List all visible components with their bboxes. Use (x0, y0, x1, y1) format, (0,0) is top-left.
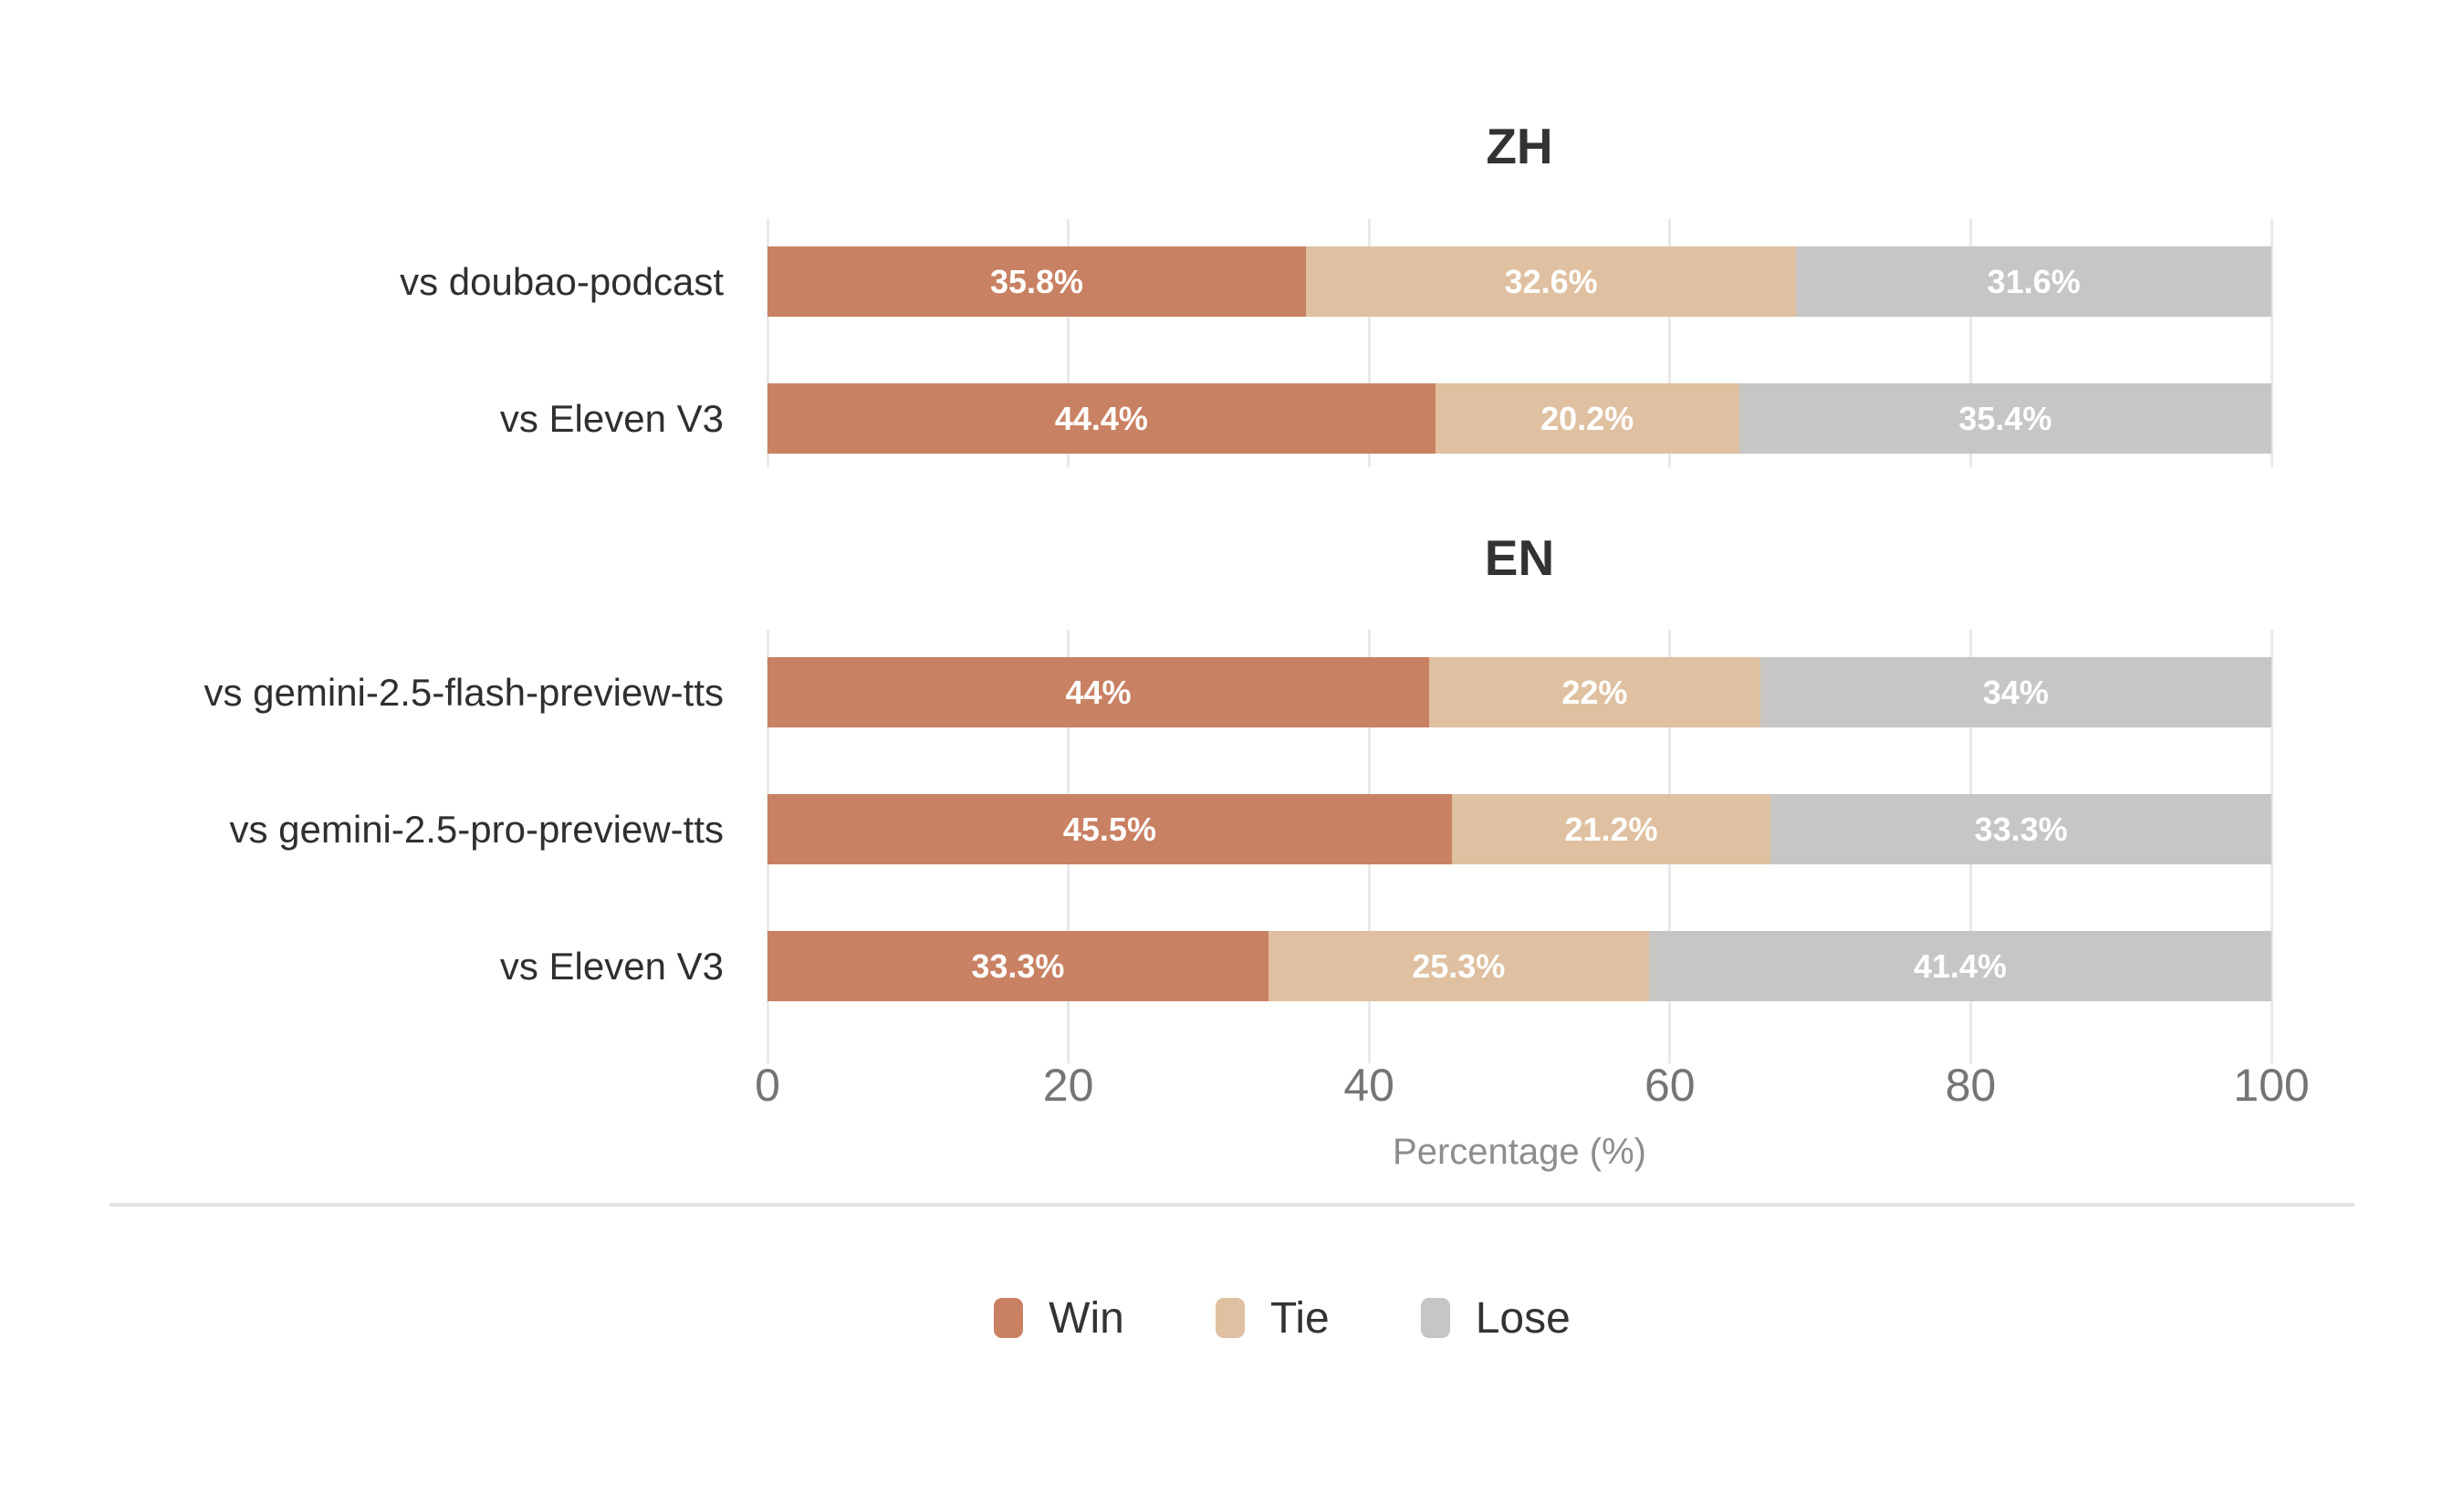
category-label: vs gemini-2.5-flash-preview-tts (204, 670, 724, 714)
legend-swatch-tie (1215, 1298, 1245, 1338)
bar-segment-lose: 41.4% (1648, 931, 2271, 1001)
bar-segment-win: 35.8% (767, 246, 1306, 317)
segment-value-label: 45.5% (1062, 810, 1156, 848)
segment-value-label: 44% (1065, 673, 1132, 711)
segment-value-label: 41.4% (1913, 946, 2007, 985)
bar-row: 44.4% 20.2% 35.4% (767, 383, 2271, 454)
x-tick-label: 100 (2233, 1060, 2310, 1111)
bar-segment-tie: 21.2% (1451, 794, 1771, 864)
bar-segment-tie: 25.3% (1268, 931, 1649, 1001)
group-title-en: EN (1484, 529, 1555, 586)
segment-value-label: 21.2% (1564, 810, 1658, 848)
category-label: vs gemini-2.5-pro-preview-tts (229, 807, 725, 851)
gridline (766, 219, 769, 467)
segment-value-label: 22% (1561, 673, 1628, 711)
bar-segment-lose: 31.6% (1796, 246, 2271, 317)
bar-segment-lose: 33.3% (1770, 794, 2271, 864)
divider-line (110, 1203, 2354, 1207)
bar-segment-win: 44.4% (767, 383, 1436, 454)
segment-value-label: 34% (1982, 673, 2049, 711)
gridline (2270, 630, 2273, 1063)
bar-segment-win: 33.3% (767, 931, 1269, 1001)
x-tick-label: 20 (1042, 1060, 1094, 1111)
bar-row: 33.3% 25.3% 41.4% (767, 931, 2271, 1001)
segment-value-label: 32.6% (1504, 262, 1598, 300)
segment-value-label: 20.2% (1540, 399, 1634, 437)
segment-value-label: 25.3% (1412, 946, 1506, 985)
segment-value-label: 35.8% (989, 262, 1084, 300)
legend-label: Lose (1475, 1293, 1571, 1343)
segment-value-label: 31.6% (1987, 262, 2081, 300)
x-tick-label: 0 (755, 1060, 780, 1111)
category-label: vs Eleven V3 (499, 396, 724, 440)
bar-row: 45.5% 21.2% 33.3% (767, 794, 2271, 864)
bar-segment-win: 45.5% (767, 794, 1452, 864)
legend: Win Tie Lose (50, 1293, 2464, 1344)
x-axis-label: Percentage (%) (1393, 1132, 1646, 1172)
legend-item-win: Win (994, 1293, 1124, 1344)
x-tick-label: 80 (1945, 1060, 1997, 1111)
grid-zh (766, 219, 2273, 467)
category-label: vs doubao-podcast (400, 259, 724, 303)
x-tick-label: 40 (1343, 1060, 1394, 1111)
legend-swatch-win (994, 1298, 1024, 1338)
bar-segment-tie: 22% (1429, 657, 1760, 727)
bar-segment-tie: 32.6% (1305, 246, 1797, 317)
bar-row: 44% 22% 34% (767, 657, 2271, 727)
bar-segment-lose: 34% (1759, 657, 2271, 727)
legend-label: Win (1049, 1293, 1124, 1343)
segment-value-label: 44.4% (1054, 399, 1148, 437)
legend-label: Tie (1269, 1293, 1330, 1343)
category-label: vs Eleven V3 (499, 944, 724, 988)
gridline (1367, 219, 1371, 467)
segment-value-label: 33.3% (971, 946, 1065, 985)
bar-row: 35.8% 32.6% 31.6% (767, 246, 2271, 317)
x-tick-label: 60 (1644, 1060, 1696, 1111)
segment-value-label: 33.3% (1974, 810, 2068, 848)
group-title-zh: ZH (1486, 118, 1553, 174)
bar-segment-tie: 20.2% (1435, 383, 1739, 454)
gridline (1968, 219, 1972, 467)
gridline (1668, 219, 1672, 467)
bar-segment-win: 44% (767, 657, 1430, 727)
bar-segment-lose: 35.4% (1738, 383, 2271, 454)
gridline (1067, 219, 1070, 467)
gridline (2270, 219, 2273, 467)
segment-value-label: 35.4% (1958, 399, 2052, 437)
legend-item-lose: Lose (1420, 1293, 1571, 1344)
legend-item-tie: Tie (1215, 1293, 1330, 1344)
legend-swatch-lose (1420, 1298, 1450, 1338)
